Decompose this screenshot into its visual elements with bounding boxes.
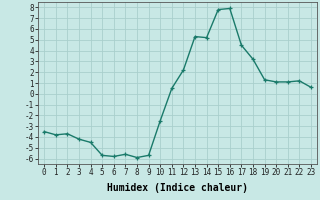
X-axis label: Humidex (Indice chaleur): Humidex (Indice chaleur) — [107, 183, 248, 193]
